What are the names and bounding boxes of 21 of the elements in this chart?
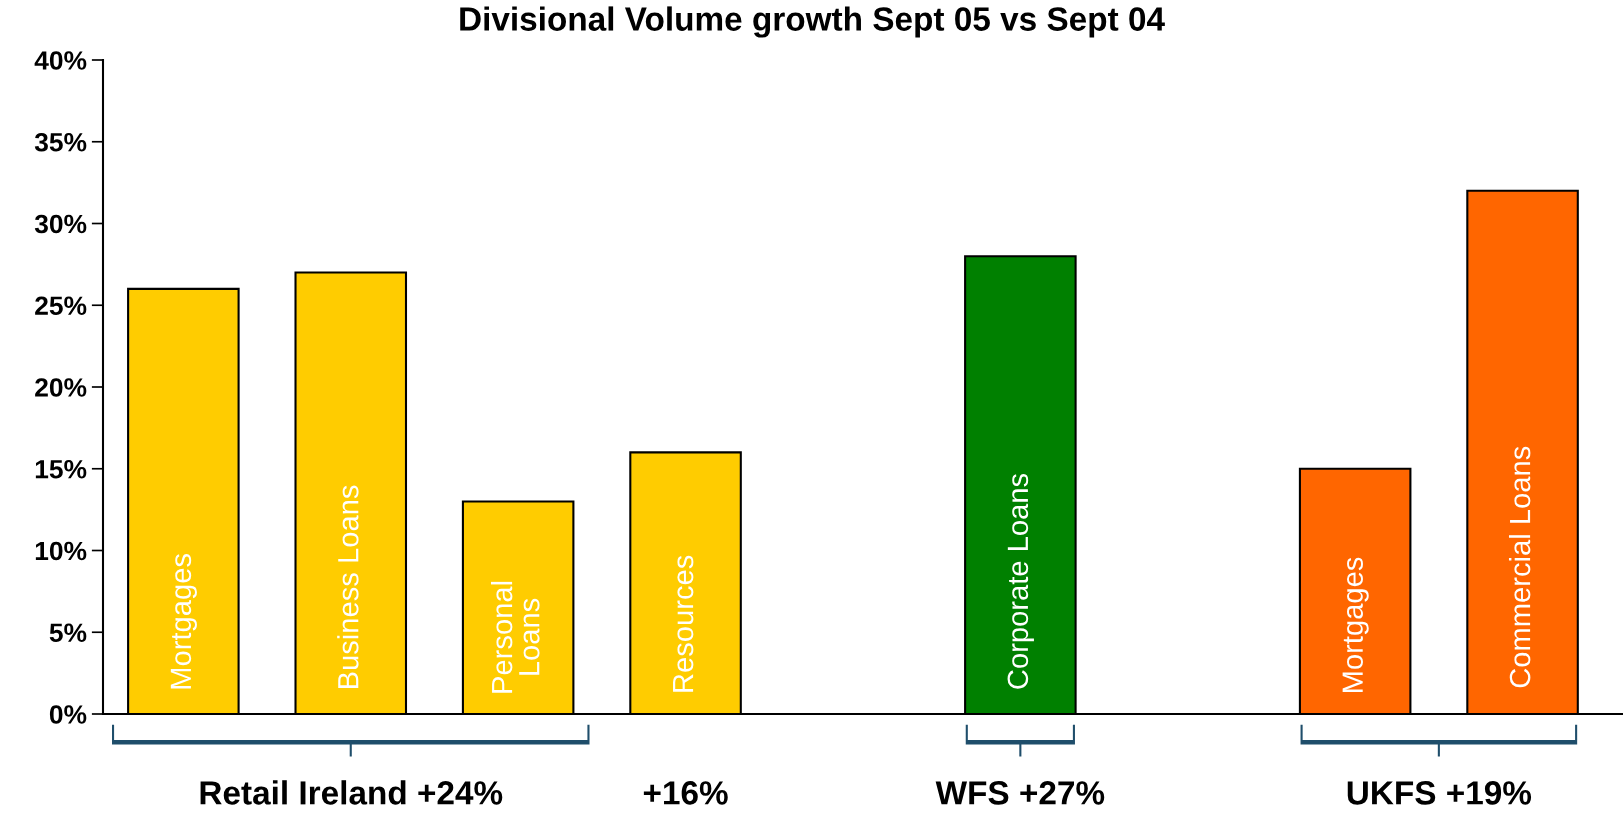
text: WFS +27% (935, 781, 1105, 805)
y-tick-label: 15% (35, 459, 87, 479)
y-tick-label: 35% (34, 132, 87, 152)
y-tick-label: 25% (35, 296, 87, 316)
y-tick-label: 0% (49, 705, 87, 724)
y-tick-label: 20% (35, 378, 87, 397)
y-tick-label: 30% (34, 214, 87, 234)
x-tick-label: Corporate Loans (1007, 473, 1034, 689)
x-tick-label: Commercial Loans (1508, 446, 1531, 688)
text: +16% (643, 781, 728, 805)
y-tick-label: 40% (34, 51, 87, 70)
x-tick-label: Mortgages (170, 554, 197, 689)
chart-title: Divisional Volume growth Sept 05 vs Sept 04 (460, 6, 1165, 38)
text: Retail Ireland +24% (200, 780, 503, 805)
y-tick-label: 5% (49, 623, 87, 643)
x-tick-label: Resources (673, 555, 694, 692)
x-tick-label: Mortgages (1342, 557, 1369, 692)
x-tick-label: Business Loans (337, 485, 359, 689)
x-tick-label: Personal Loans (490, 581, 540, 693)
text: UKFS +19% (1347, 781, 1532, 805)
y-tick-label: 10% (35, 541, 87, 561)
